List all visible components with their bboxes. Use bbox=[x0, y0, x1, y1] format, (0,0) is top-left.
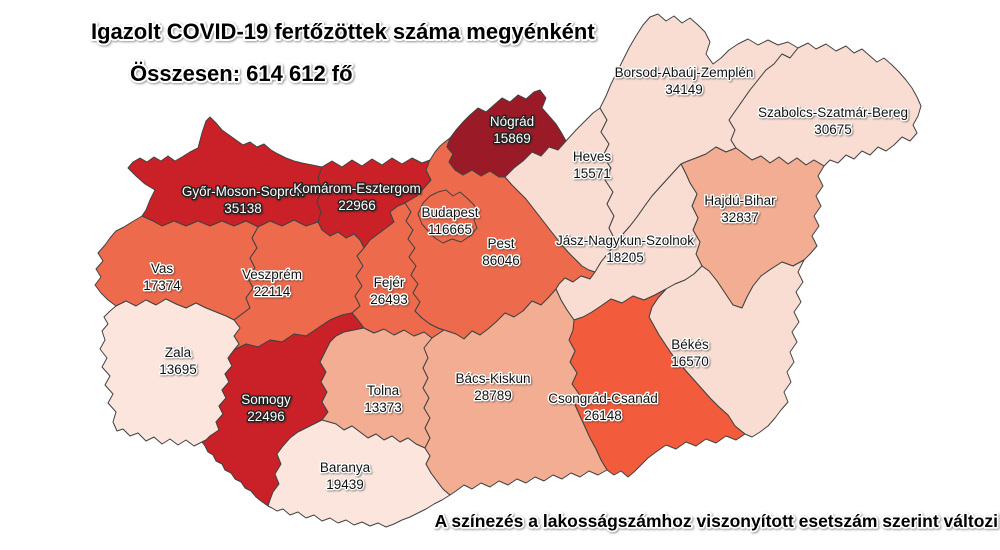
county-value-komarom-esztergom: 22966 bbox=[338, 198, 376, 213]
county-value-szabolcs-szatmar-bereg: 30675 bbox=[814, 122, 852, 137]
county-name-csongrad-csanad: Csongrád-Csanád bbox=[548, 391, 658, 406]
county-value-somogy: 22496 bbox=[247, 409, 285, 424]
county-name-szabolcs-szatmar-bereg: Szabolcs-Szatmár-Bereg bbox=[758, 105, 908, 120]
county-value-hajdu-bihar: 32837 bbox=[721, 210, 759, 225]
total-count: Összesen: 614 612 fő bbox=[130, 61, 353, 86]
county-value-borsod-abauj-zemplen: 34149 bbox=[665, 82, 703, 97]
county-name-vas: Vas bbox=[151, 261, 174, 276]
county-value-bekes: 16570 bbox=[671, 354, 709, 369]
county-name-veszprem: Veszprém bbox=[242, 267, 302, 282]
county-name-bacs-kiskun: Bács-Kiskun bbox=[455, 371, 530, 386]
county-value-fejer: 26493 bbox=[370, 292, 408, 307]
county-name-jasz-nagykun-szolnok: Jász-Nagykun-Szolnok bbox=[556, 233, 694, 248]
county-value-jasz-nagykun-szolnok: 18205 bbox=[606, 250, 644, 265]
county-name-gyor-moson-sopron: Győr-Moson-Sopron bbox=[182, 184, 304, 199]
county-value-bacs-kiskun: 28789 bbox=[474, 388, 512, 403]
county-shapes bbox=[94, 13, 922, 528]
county-name-komarom-esztergom: Komárom-Esztergom bbox=[293, 181, 421, 196]
county-value-gyor-moson-sopron: 35138 bbox=[224, 201, 262, 216]
county-value-heves: 15571 bbox=[573, 166, 611, 181]
county-name-fejer: Fejér bbox=[374, 275, 405, 290]
county-value-tolna: 13373 bbox=[364, 400, 402, 415]
county-name-bekes: Békés bbox=[671, 337, 709, 352]
county-name-borsod-abauj-zemplen: Borsod-Abaúj-Zemplén bbox=[615, 65, 754, 80]
county-labels: Győr-Moson-Sopron 35138 Komárom-Esztergom 2… bbox=[142, 64, 910, 494]
county-name-hajdu-bihar: Hajdú-Bihar bbox=[704, 193, 776, 208]
county-value-veszprem: 22114 bbox=[254, 284, 291, 299]
county-budapest bbox=[417, 189, 480, 244]
county-value-pest: 86046 bbox=[482, 253, 520, 268]
county-value-zala: 13695 bbox=[159, 362, 197, 377]
county-name-tolna: Tolna bbox=[367, 383, 400, 398]
county-name-somogy: Somogy bbox=[241, 392, 291, 407]
county-name-pest: Pest bbox=[487, 236, 514, 251]
county-value-nograd: 15869 bbox=[493, 131, 531, 146]
county-name-nograd: Nógrád bbox=[490, 114, 534, 129]
county-value-csongrad-csanad: 26148 bbox=[584, 408, 622, 423]
footnote: A színezés a lakosságszámhoz viszonyítot… bbox=[435, 511, 998, 531]
county-nograd bbox=[446, 89, 567, 178]
county-value-baranya: 19439 bbox=[326, 477, 364, 492]
county-name-budapest: Budapest bbox=[421, 205, 478, 220]
county-name-zala: Zala bbox=[165, 345, 192, 360]
page-title: Igazolt COVID-19 fertőzöttek száma megyé… bbox=[91, 19, 595, 44]
county-name-heves: Heves bbox=[573, 149, 612, 164]
county-szabolcs-szatmar-bereg bbox=[728, 42, 922, 167]
county-value-budapest: 116665 bbox=[428, 222, 472, 237]
county-baranya bbox=[267, 419, 451, 528]
county-bacs-kiskun bbox=[422, 288, 608, 496]
county-name-baranya: Baranya bbox=[320, 460, 371, 475]
county-value-vas: 17374 bbox=[143, 278, 181, 293]
